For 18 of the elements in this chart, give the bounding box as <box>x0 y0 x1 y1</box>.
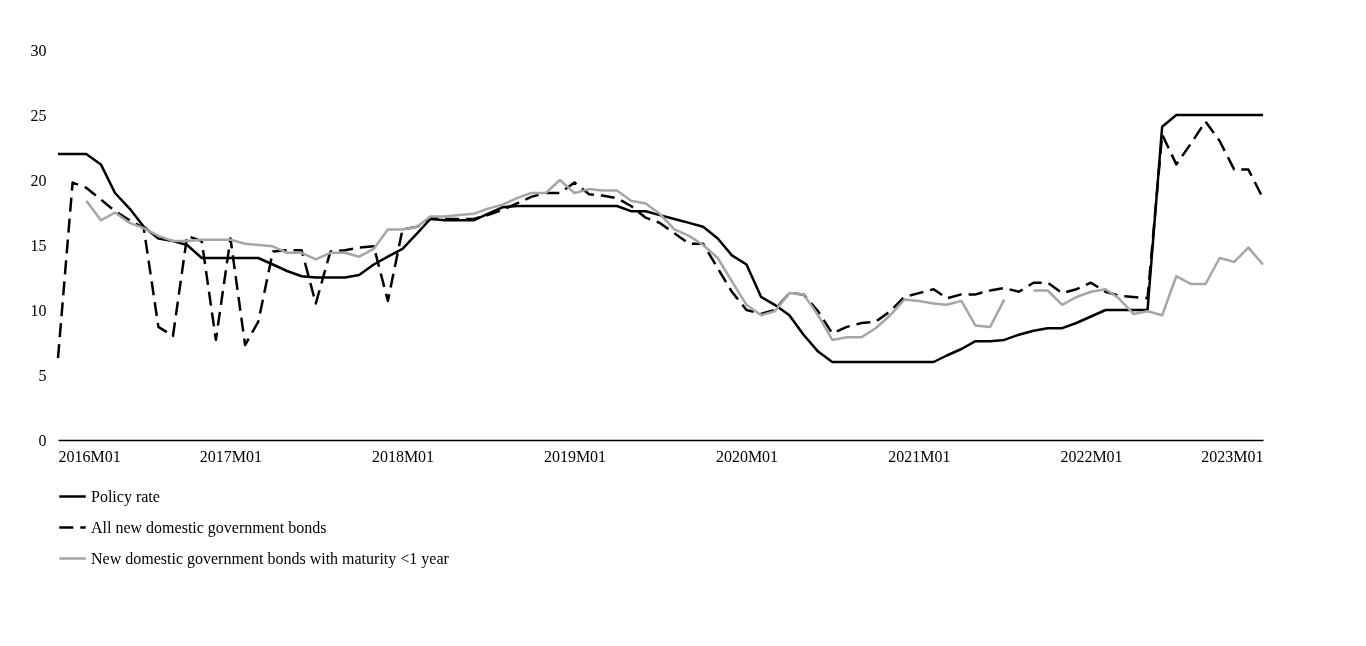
x-tick-label: 2023M01 <box>1201 447 1264 465</box>
y-tick-label: 10 <box>30 301 47 319</box>
y-tick-label: 0 <box>38 431 47 449</box>
y-tick-label: 5 <box>38 366 47 384</box>
x-tick-label: 2019M01 <box>543 447 607 465</box>
x-tick-label: 2020M01 <box>715 447 779 465</box>
x-tick-label: 2022M01 <box>1060 447 1123 465</box>
legend-label: New domestic government bonds with maturity <1 year <box>91 549 450 568</box>
y-tick-label: 30 <box>30 41 47 59</box>
x-tick-label: 2018M01 <box>371 447 435 465</box>
y-tick-label: 25 <box>30 106 47 124</box>
legend-label: Policy rate <box>91 487 160 506</box>
y-tick-label: 15 <box>30 236 47 254</box>
y-tick-label: 20 <box>30 171 47 189</box>
legend-label: All new domestic government bonds <box>91 518 327 537</box>
x-tick-label: 2021M01 <box>888 447 951 465</box>
x-tick-label: 2016M01 <box>58 447 121 465</box>
x-tick-label: 2017M01 <box>199 447 263 465</box>
